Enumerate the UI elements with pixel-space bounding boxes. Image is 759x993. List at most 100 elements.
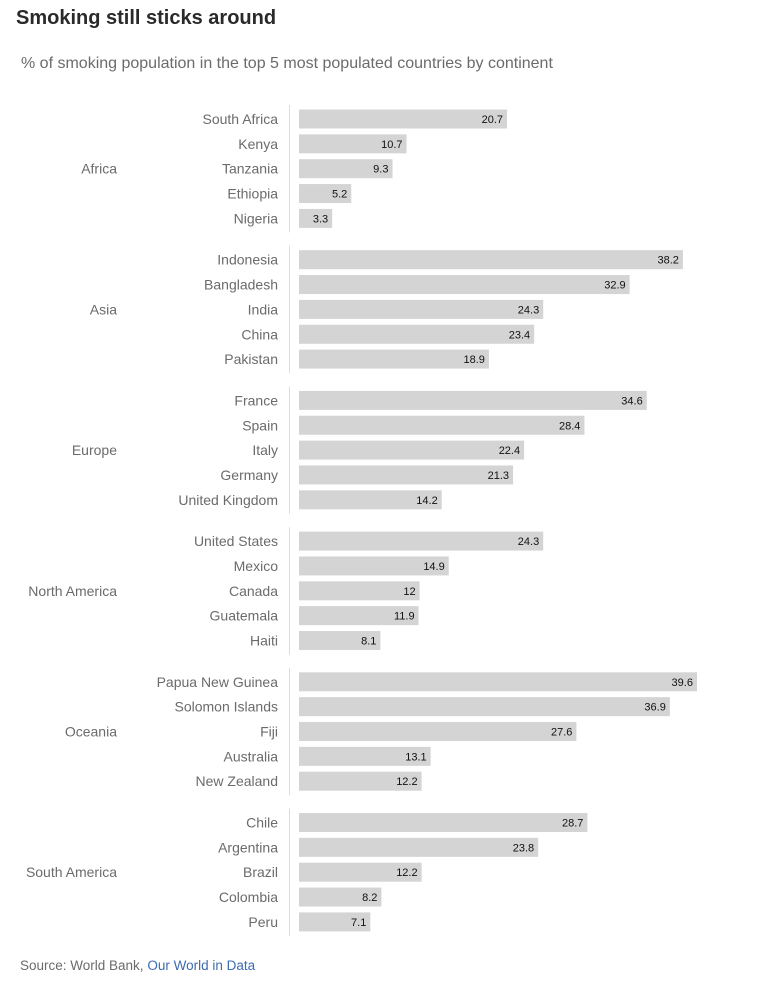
- group-label: Asia: [90, 301, 117, 317]
- group-label: South America: [26, 864, 117, 880]
- data-label: 38.2: [657, 255, 678, 267]
- bar: [299, 697, 670, 717]
- category-label: Canada: [229, 583, 278, 599]
- group-label: Oceania: [65, 724, 117, 740]
- bar: [299, 324, 535, 344]
- category-label: Tanzania: [222, 161, 278, 177]
- category-label: United States: [194, 533, 278, 549]
- category-label: Papua New Guinea: [157, 674, 279, 690]
- data-label: 39.6: [672, 677, 693, 689]
- bar: [299, 208, 333, 228]
- data-label: 10.7: [381, 139, 402, 151]
- chart-title: Smoking still sticks around: [16, 7, 277, 29]
- category-label: Pakistan: [224, 351, 278, 367]
- data-label: 20.7: [482, 114, 503, 126]
- category-label: Kenya: [238, 136, 278, 152]
- category-label: Ethiopia: [227, 186, 278, 202]
- data-label: 3.3: [313, 213, 328, 225]
- bar: [299, 109, 508, 129]
- data-label: 22.4: [499, 445, 520, 457]
- category-label: Fiji: [260, 724, 278, 740]
- category-label: Australia: [224, 748, 279, 764]
- category-label: Solomon Islands: [174, 699, 278, 715]
- category-label: Indonesia: [217, 252, 278, 268]
- bar: [299, 771, 422, 791]
- bar: [299, 606, 419, 626]
- bar: [299, 349, 489, 369]
- data-label: 12: [403, 586, 415, 598]
- data-label: 5.2: [332, 189, 347, 201]
- group-label: Europe: [72, 442, 117, 458]
- category-label: India: [248, 301, 279, 317]
- data-label: 24.3: [518, 536, 539, 548]
- bar: [299, 631, 381, 650]
- bar: [299, 415, 585, 435]
- source-link[interactable]: Our World in Data: [147, 958, 256, 973]
- bar: [299, 159, 393, 179]
- bar: [299, 862, 422, 882]
- data-label: 34.6: [621, 395, 642, 407]
- category-label: Argentina: [218, 839, 278, 855]
- bar: [299, 134, 407, 154]
- data-label: 18.9: [464, 354, 485, 366]
- bar: [299, 531, 544, 551]
- bar: [299, 465, 514, 485]
- bar: [299, 813, 588, 832]
- data-label: 12.2: [396, 867, 417, 879]
- bar: [299, 746, 431, 766]
- data-label: 13.1: [405, 751, 426, 763]
- source-note: Source: World Bank, Our World in Data: [20, 958, 255, 973]
- category-label: China: [241, 326, 278, 342]
- category-label: New Zealand: [196, 773, 279, 789]
- group-label: Africa: [81, 161, 117, 177]
- data-label: 23.8: [513, 842, 534, 854]
- group-label: North America: [28, 583, 117, 599]
- category-label: Haiti: [250, 633, 278, 649]
- category-label: Nigeria: [234, 210, 279, 226]
- bar: [299, 556, 449, 576]
- bar: [299, 672, 697, 692]
- bar: [299, 184, 352, 204]
- bar: [299, 581, 420, 601]
- bar: [299, 912, 371, 932]
- bar: [299, 837, 539, 857]
- data-label: 32.9: [604, 280, 625, 292]
- bar: [299, 490, 442, 510]
- bar: [299, 440, 525, 460]
- category-label: Mexico: [234, 558, 279, 574]
- bar: [299, 722, 577, 741]
- data-label: 14.2: [416, 495, 437, 507]
- category-label: United Kingdom: [178, 492, 278, 508]
- data-label: 23.4: [509, 329, 530, 341]
- category-label: Peru: [248, 914, 278, 930]
- data-label: 36.9: [644, 702, 665, 714]
- chart-subtitle: % of smoking population in the top 5 mos…: [21, 55, 553, 72]
- category-label: Colombia: [219, 889, 278, 905]
- data-label: 28.7: [562, 818, 583, 830]
- data-label: 11.9: [394, 611, 415, 623]
- bar: [299, 250, 683, 270]
- category-label: France: [234, 392, 278, 408]
- data-label: 12.2: [396, 776, 417, 788]
- data-label: 24.3: [518, 304, 539, 316]
- category-label: Germany: [220, 467, 278, 483]
- data-label: 8.1: [361, 636, 376, 648]
- category-label: Chile: [246, 815, 278, 831]
- category-label: Bangladesh: [204, 277, 278, 293]
- data-label: 14.9: [423, 561, 444, 573]
- data-label: 8.2: [362, 892, 377, 904]
- bar: [299, 299, 544, 319]
- data-label: 7.1: [351, 917, 366, 929]
- data-label: 21.3: [488, 470, 509, 482]
- category-label: Italy: [252, 442, 278, 458]
- bar: [299, 887, 382, 907]
- category-label: Guatemala: [210, 608, 279, 624]
- data-label: 28.4: [559, 420, 580, 432]
- category-label: South Africa: [203, 111, 279, 127]
- data-label: 9.3: [373, 164, 388, 176]
- bar: [299, 275, 630, 295]
- source-label: Source: World Bank,: [20, 958, 144, 973]
- bar: [299, 390, 647, 410]
- category-label: Brazil: [243, 864, 278, 880]
